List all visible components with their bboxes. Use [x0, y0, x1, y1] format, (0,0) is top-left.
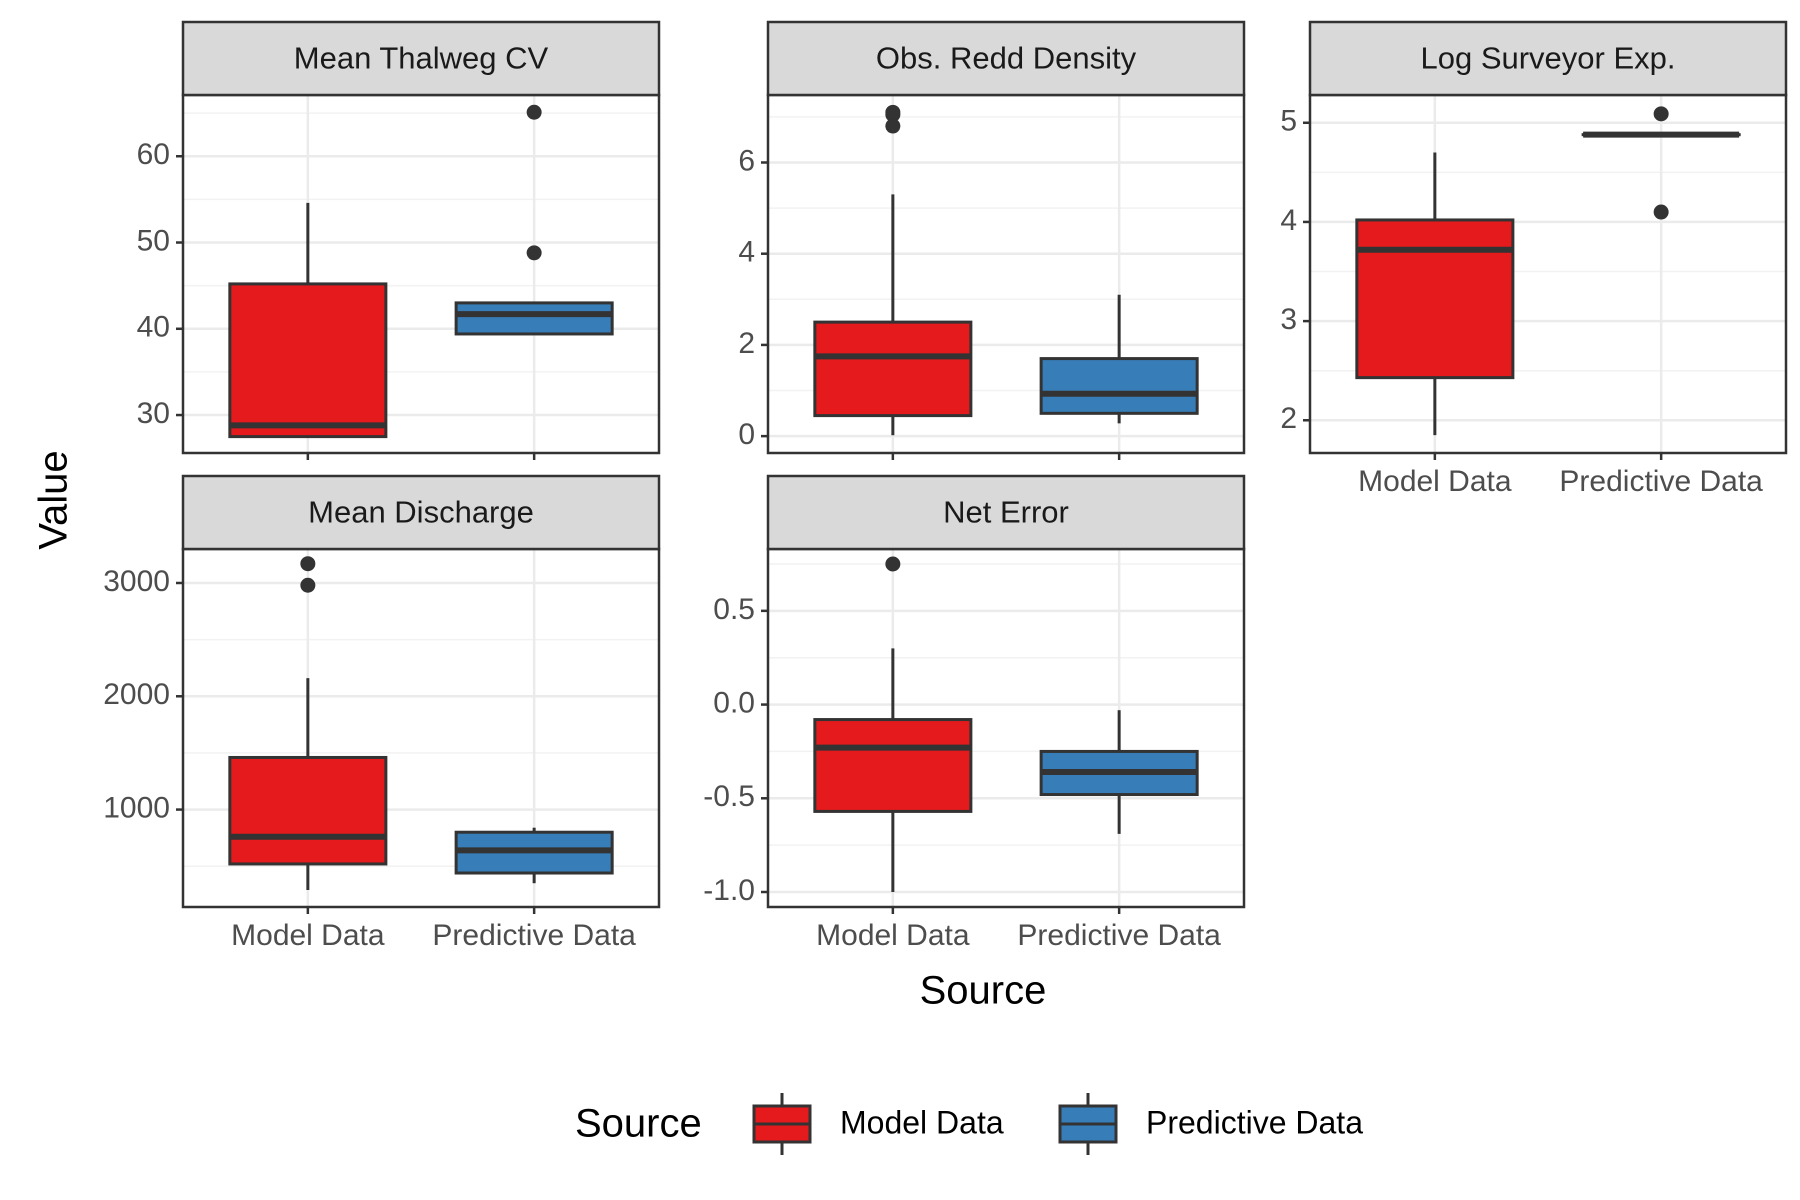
- x-tick-label: Model Data: [1358, 465, 1512, 498]
- strip-background: [1308, 20, 1788, 97]
- box-iqr: [228, 282, 388, 439]
- box-iqr: [228, 755, 388, 866]
- outlier-point: [885, 556, 901, 572]
- outlier-point: [300, 556, 316, 572]
- box-iqr: [1039, 357, 1199, 415]
- y-tick-label: 0: [738, 418, 755, 451]
- y-tick-label: 0.0: [713, 686, 755, 719]
- x-tick-label: Predictive Data: [432, 919, 636, 952]
- y-tick-label: 4: [738, 236, 755, 269]
- y-tick-label: 2: [738, 327, 755, 360]
- strip-label: Mean Thalweg CV: [294, 41, 549, 76]
- y-tick-label: 3000: [103, 565, 170, 598]
- facet-panel: Log Surveyor Exp. 2 3 4 5 Model Data Predictiv…: [1280, 20, 1788, 498]
- y-tick-label: 50: [137, 224, 170, 257]
- y-axis-title: Value: [32, 450, 76, 549]
- outlier-point: [526, 245, 542, 261]
- strip-background: [181, 474, 661, 551]
- box-iqr: [813, 320, 973, 418]
- strip-label: Log Surveyor Exp.: [1420, 41, 1675, 76]
- outlier-point: [300, 577, 316, 593]
- y-tick-label: 4: [1280, 204, 1297, 237]
- strip-label: Mean Discharge: [308, 495, 534, 530]
- strip-background: [181, 20, 661, 97]
- y-tick-label: 2000: [103, 678, 170, 711]
- legend: Source Model Data Predictive Data: [575, 1093, 1363, 1155]
- strip-label: Net Error: [943, 495, 1069, 530]
- x-tick-label: Model Data: [816, 919, 970, 952]
- legend-item: Model Data: [752, 1093, 1004, 1155]
- outlier-point: [885, 118, 901, 134]
- y-tick-label: 40: [137, 311, 170, 344]
- legend-item: Predictive Data: [1058, 1093, 1363, 1155]
- y-tick-label: 1000: [103, 791, 170, 824]
- x-tick-label: Predictive Data: [1017, 919, 1221, 952]
- outlier-point: [1653, 106, 1669, 122]
- y-tick-label: 0.5: [713, 593, 755, 626]
- legend-label: Predictive Data: [1146, 1104, 1363, 1140]
- facet-panel: Mean Thalweg CV 30 40 50 60: [137, 20, 661, 460]
- y-tick-label: -0.5: [703, 780, 755, 813]
- strip-label: Obs. Redd Density: [876, 41, 1137, 76]
- y-tick-label: 3: [1280, 303, 1297, 336]
- y-tick-label: 30: [137, 397, 170, 430]
- strip-background: [766, 474, 1246, 551]
- y-tick-label: -1.0: [703, 874, 755, 907]
- facet-panel: Net Error -1.0 -0.5 0.0 0.5 Model Data Predict…: [703, 474, 1246, 952]
- legend-title: Source: [575, 1102, 702, 1146]
- outlier-point: [526, 104, 542, 120]
- x-tick-label: Model Data: [231, 919, 385, 952]
- outlier-point: [885, 104, 901, 120]
- x-axis-title: Source: [920, 969, 1047, 1013]
- y-tick-label: 2: [1280, 402, 1297, 435]
- strip-background: [766, 20, 1246, 97]
- facet-panel: Obs. Redd Density 0 2 4 6: [738, 20, 1246, 460]
- box-iqr: [454, 301, 614, 336]
- y-tick-label: 6: [738, 144, 755, 177]
- legend-label: Model Data: [840, 1104, 1004, 1140]
- y-tick-label: 60: [137, 138, 170, 171]
- box-iqr: [1355, 218, 1515, 380]
- y-tick-label: 5: [1280, 105, 1297, 138]
- outlier-point: [1653, 204, 1669, 220]
- x-tick-label: Predictive Data: [1559, 465, 1763, 498]
- box-iqr: [813, 718, 973, 813]
- facet-panel: Mean Discharge 1000 2000 3000 Model Data Pred…: [103, 474, 661, 952]
